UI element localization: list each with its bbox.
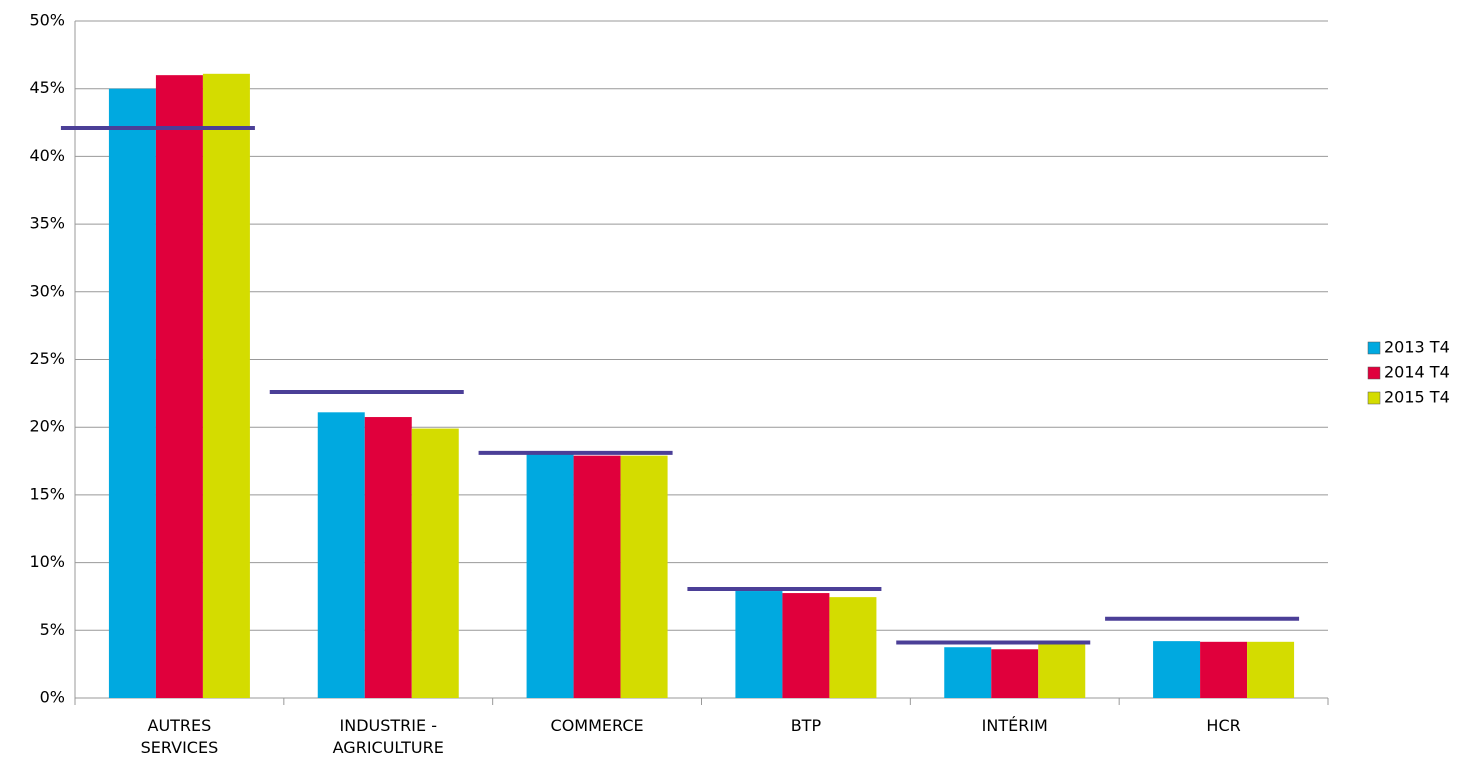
y-tick-label: 20% [29,417,65,436]
bar [620,455,668,698]
legend-label: 2014 T4 [1384,363,1450,382]
bar [735,591,783,698]
legend-swatch [1367,341,1381,355]
legend-label: 2013 T4 [1384,338,1450,357]
bar [155,75,203,698]
y-tick-label: 35% [29,214,65,233]
y-tick-label: 0% [40,688,65,707]
y-tick-label: 50% [29,11,65,30]
bar [1200,641,1248,698]
bar [108,88,156,698]
y-tick-label: 15% [29,484,65,503]
bar [944,647,992,698]
x-tick-label: COMMERCE [551,716,644,735]
x-tick-label: INDUSTRIE -AGRICULTURE [333,716,444,757]
y-tick-label: 40% [29,146,65,165]
bar [1247,641,1295,698]
x-tick-label: AUTRES SERVICES [141,716,219,757]
bar [829,597,877,698]
bar [526,454,574,698]
x-tick-label: BTP [791,716,822,735]
bar [364,417,412,698]
legend-swatch [1367,391,1381,405]
bar [317,412,365,698]
x-tick-label: HCR [1206,716,1240,735]
legend-label: 2015 T4 [1384,388,1450,407]
y-tick-label: 5% [40,620,65,639]
bar [573,455,621,698]
y-tick-label: 25% [29,349,65,368]
bar [202,73,250,698]
bar [1153,641,1201,698]
y-tick-label: 45% [29,78,65,97]
x-tick-label: INTÉRIM [982,716,1048,735]
y-tick-label: 10% [29,552,65,571]
bar [411,428,459,698]
bar [782,593,830,698]
bar [991,649,1039,698]
legend-swatch [1367,366,1381,380]
bar [1038,643,1086,698]
y-tick-label: 30% [29,281,65,300]
